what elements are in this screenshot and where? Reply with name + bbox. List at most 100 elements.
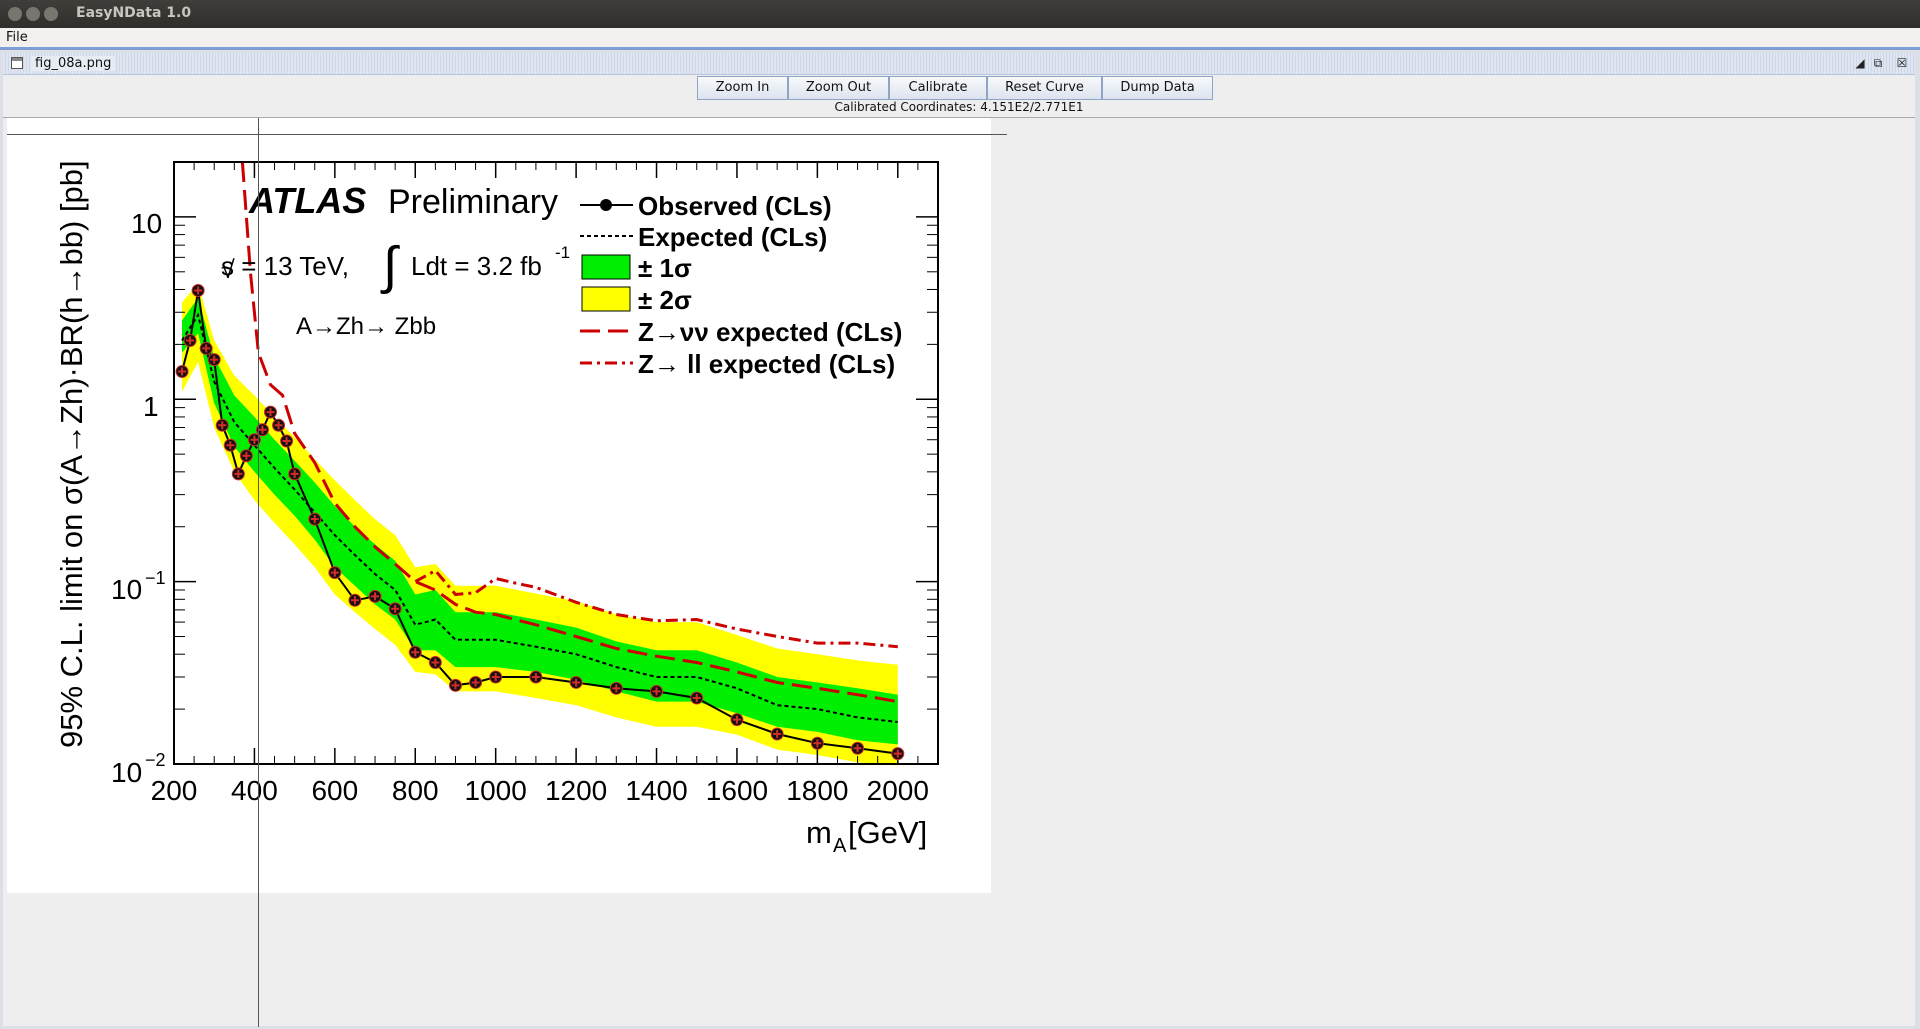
legend-zll: Z→ ll expected (CLs) — [638, 349, 895, 379]
atlas-label: ATLAS — [248, 180, 366, 221]
observed-point-cross — [234, 469, 243, 478]
x-tick-label: 200 — [151, 775, 198, 806]
observed-point-cross — [471, 678, 480, 687]
minimize-window-icon[interactable] — [26, 7, 40, 21]
observed-point-cross — [186, 336, 195, 345]
observed-point-cross — [853, 744, 862, 753]
observed-point-cross — [242, 451, 251, 460]
observed-point-cross — [773, 730, 782, 739]
observed-point-cross — [350, 596, 359, 605]
dump-data-button[interactable]: Dump Data — [1102, 76, 1213, 100]
internal-frame-title: fig_08a.png — [31, 56, 116, 71]
legend-expected: Expected (CLs) — [638, 222, 827, 252]
expected-line — [181, 312, 898, 723]
two-sigma-band — [182, 283, 898, 766]
menu-bar: File — [0, 28, 1920, 48]
y-tick-label-exp-2: −2 — [145, 750, 166, 770]
crosshair-vertical — [258, 118, 259, 1027]
x-tick-label: 1400 — [625, 775, 687, 806]
calibrated-coordinates-label: Calibrated Coordinates: 4.151E2/2.771E1 — [834, 100, 1084, 114]
desktop-pane: fig_08a.png ◢ ⧉ ☒ Zoom In Zoom Out Calib… — [0, 47, 1920, 1029]
observed-point-cross — [310, 515, 319, 524]
sqrt-s-label: s = 13 TeV, — [221, 251, 349, 281]
x-tick-label: 1600 — [706, 775, 768, 806]
observed-point-cross — [202, 344, 211, 353]
window-title: EasyNData 1.0 — [76, 5, 192, 21]
observed-point-cross — [266, 408, 275, 417]
x-tick-label: 800 — [392, 775, 439, 806]
observed-point-cross — [451, 681, 460, 690]
internal-frame-content: Zoom In Zoom Out Calibrate Reset Curve D… — [3, 75, 1915, 1027]
legend-two-sigma: ± 2σ — [638, 285, 692, 315]
x-tick-label: 600 — [311, 775, 358, 806]
y-tick-label-1: 1 — [143, 391, 159, 422]
observed-point-cross — [371, 592, 380, 601]
observed-point-cross — [572, 678, 581, 687]
znunu-line — [240, 161, 899, 704]
observed-point-cross — [531, 672, 540, 681]
legend-observed: Observed (CLs) — [638, 191, 832, 221]
x-axis-label-main: m — [806, 815, 832, 850]
observed-point-cross — [290, 469, 299, 478]
observed-point-cross — [178, 367, 187, 376]
legend-two-sigma-swatch — [581, 286, 631, 312]
legend-znunu: Z→νν expected (CLs) — [638, 317, 902, 347]
observed-point-cross — [411, 648, 420, 657]
sqrt-sign: √ — [221, 256, 235, 284]
y-tick-label-10-1: 10 — [111, 574, 142, 605]
observed-point-cross — [218, 421, 227, 430]
legend-observed-marker — [600, 199, 612, 211]
plot-image[interactable]: 200 400 600 800 1000 1200 1400 1600 1800 2000 ATL… — [7, 118, 991, 893]
x-tick-label: 1800 — [786, 775, 848, 806]
iconify-icon[interactable]: ◢ — [1855, 56, 1865, 70]
observed-point-cross — [258, 425, 267, 434]
reset-curve-button[interactable]: Reset Curve — [987, 76, 1102, 100]
close-window-icon[interactable] — [8, 7, 22, 21]
legend-one-sigma-swatch — [581, 254, 631, 280]
zoom-out-button[interactable]: Zoom Out — [788, 76, 889, 100]
document-icon — [11, 57, 23, 69]
x-tick-label: 1200 — [545, 775, 607, 806]
one-sigma-band — [182, 297, 898, 745]
observed-point-cross — [282, 437, 291, 446]
observed-point-cross — [732, 715, 741, 724]
observed-point-cross — [491, 672, 500, 681]
zoom-in-button[interactable]: Zoom In — [697, 76, 788, 100]
menu-file[interactable]: File — [6, 30, 28, 45]
observed-point-cross — [210, 355, 219, 364]
observed-point-cross — [330, 568, 339, 577]
window-titlebar: EasyNData 1.0 — [0, 0, 1920, 28]
maximize-icon[interactable]: ⧉ — [1873, 56, 1883, 70]
x-tick-label: 1000 — [465, 775, 527, 806]
crosshair-horizontal — [7, 134, 1007, 135]
x-axis-label-unit: [GeV] — [848, 815, 927, 850]
preliminary-label: Preliminary — [388, 183, 558, 221]
y-axis-label: 95% C.L. limit on σ(A→Zh)·BR(h→bb) [pb] — [54, 160, 89, 748]
luminosity-exponent: -1 — [555, 243, 570, 262]
x-tick-label: 2000 — [867, 775, 929, 806]
close-icon[interactable]: ☒ — [1896, 56, 1908, 70]
observed-point-cross — [813, 739, 822, 748]
y-tick-label-10-2: 10 — [111, 757, 142, 788]
observed-point-cross — [226, 441, 235, 450]
y-tick-label-exp-1: −1 — [145, 568, 166, 588]
observed-point-cross — [250, 435, 259, 444]
observed-point-cross — [431, 658, 440, 667]
observed-point-cross — [391, 604, 400, 613]
observed-point-cross — [652, 687, 661, 696]
observed-point-cross — [274, 421, 283, 430]
x-tick-label: 400 — [231, 775, 278, 806]
observed-point-cross — [692, 694, 701, 703]
calibrate-button[interactable]: Calibrate — [889, 76, 987, 100]
internal-frame-titlebar[interactable]: fig_08a.png ◢ ⧉ ☒ — [3, 53, 1915, 75]
legend-one-sigma: ± 1σ — [638, 253, 692, 283]
observed-point-cross — [194, 286, 203, 295]
luminosity-label: Ldt = 3.2 fb — [411, 251, 542, 281]
x-axis-label-sub: A — [833, 835, 847, 857]
observed-point-cross — [612, 684, 621, 693]
y-tick-label-10: 10 — [131, 208, 162, 239]
zll-line — [414, 568, 898, 649]
image-canvas[interactable]: 200 400 600 800 1000 1200 1400 1600 1800 2000 ATL… — [3, 117, 1915, 1027]
maximize-window-icon[interactable] — [44, 7, 58, 21]
observed-point-cross — [893, 749, 902, 758]
